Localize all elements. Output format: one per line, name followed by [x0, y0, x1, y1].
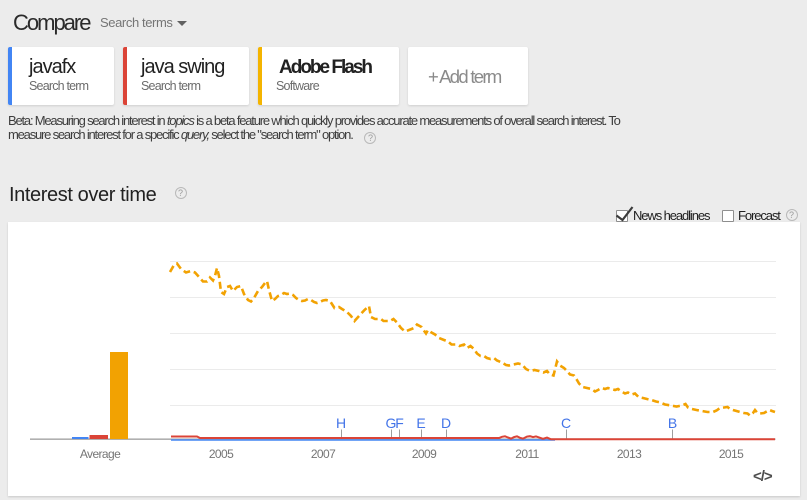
- svg-text:G: G: [386, 415, 397, 431]
- svg-text:Average: Average: [80, 447, 121, 461]
- svg-text:2011: 2011: [515, 447, 539, 461]
- svg-text:2009: 2009: [412, 447, 437, 461]
- svg-text:D: D: [441, 415, 451, 431]
- svg-text:C: C: [561, 415, 571, 431]
- svg-text:B: B: [668, 415, 677, 431]
- svg-text:2005: 2005: [209, 447, 234, 461]
- svg-text:F: F: [395, 415, 404, 431]
- svg-text:H: H: [336, 415, 346, 431]
- svg-text:2015: 2015: [719, 447, 744, 461]
- svg-text:2013: 2013: [617, 447, 642, 461]
- svg-text:E: E: [416, 415, 425, 431]
- svg-text:2007: 2007: [311, 447, 336, 461]
